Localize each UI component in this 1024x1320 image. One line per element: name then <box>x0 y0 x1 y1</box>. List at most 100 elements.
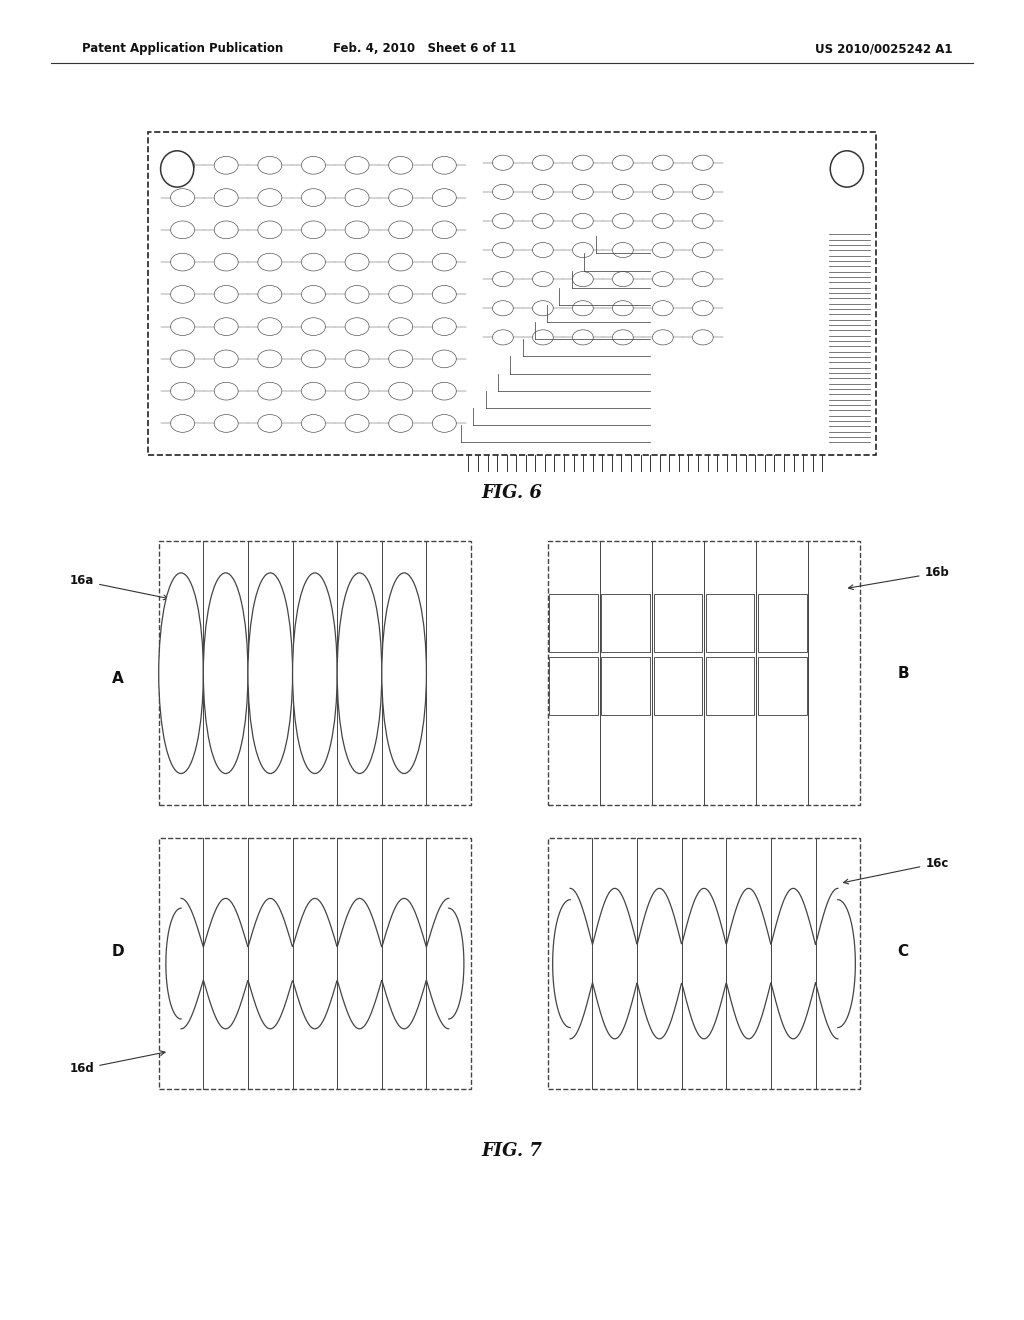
Ellipse shape <box>301 414 326 433</box>
Ellipse shape <box>258 285 282 304</box>
Ellipse shape <box>171 157 195 174</box>
Text: 16b: 16b <box>849 566 949 590</box>
Bar <box>550 594 598 652</box>
Ellipse shape <box>301 285 326 304</box>
Ellipse shape <box>572 330 593 345</box>
Ellipse shape <box>171 414 195 433</box>
Ellipse shape <box>493 156 513 170</box>
Ellipse shape <box>493 243 513 257</box>
Text: US 2010/0025242 A1: US 2010/0025242 A1 <box>815 42 952 55</box>
Ellipse shape <box>692 185 714 199</box>
Ellipse shape <box>432 220 457 239</box>
Ellipse shape <box>572 272 593 286</box>
Ellipse shape <box>432 350 457 368</box>
Ellipse shape <box>692 330 714 345</box>
Ellipse shape <box>258 253 282 271</box>
Text: Patent Application Publication: Patent Application Publication <box>82 42 284 55</box>
Ellipse shape <box>572 156 593 170</box>
Bar <box>601 594 650 652</box>
Ellipse shape <box>532 301 553 315</box>
Ellipse shape <box>652 156 673 170</box>
Ellipse shape <box>652 272 673 286</box>
Ellipse shape <box>345 414 369 433</box>
Ellipse shape <box>345 220 369 239</box>
Ellipse shape <box>612 214 633 228</box>
Bar <box>159 541 471 805</box>
Ellipse shape <box>612 301 633 315</box>
Ellipse shape <box>171 383 195 400</box>
Ellipse shape <box>612 330 633 345</box>
Ellipse shape <box>214 414 239 433</box>
Ellipse shape <box>389 220 413 239</box>
Ellipse shape <box>493 330 513 345</box>
Ellipse shape <box>493 214 513 228</box>
Ellipse shape <box>301 383 326 400</box>
Ellipse shape <box>493 301 513 315</box>
Ellipse shape <box>652 301 673 315</box>
Ellipse shape <box>692 301 714 315</box>
Ellipse shape <box>345 189 369 206</box>
Ellipse shape <box>432 157 457 174</box>
Text: Feb. 4, 2010   Sheet 6 of 11: Feb. 4, 2010 Sheet 6 of 11 <box>334 42 516 55</box>
Ellipse shape <box>161 150 194 187</box>
Ellipse shape <box>389 285 413 304</box>
Text: A: A <box>112 671 124 686</box>
Ellipse shape <box>301 157 326 174</box>
Ellipse shape <box>432 253 457 271</box>
Text: D: D <box>112 944 124 958</box>
Ellipse shape <box>258 318 282 335</box>
Ellipse shape <box>532 330 553 345</box>
Ellipse shape <box>258 220 282 239</box>
Ellipse shape <box>432 318 457 335</box>
Ellipse shape <box>382 573 426 774</box>
Ellipse shape <box>532 243 553 257</box>
Ellipse shape <box>301 220 326 239</box>
Ellipse shape <box>171 318 195 335</box>
Ellipse shape <box>652 185 673 199</box>
Text: B: B <box>897 665 909 681</box>
Ellipse shape <box>432 414 457 433</box>
Ellipse shape <box>612 185 633 199</box>
Ellipse shape <box>389 350 413 368</box>
Bar <box>601 657 650 715</box>
Ellipse shape <box>652 243 673 257</box>
Ellipse shape <box>301 189 326 206</box>
Text: 16c: 16c <box>844 857 948 884</box>
Ellipse shape <box>171 189 195 206</box>
Ellipse shape <box>572 214 593 228</box>
Bar <box>550 657 598 715</box>
Ellipse shape <box>214 157 239 174</box>
Bar <box>148 132 876 455</box>
Ellipse shape <box>214 383 239 400</box>
Bar <box>653 657 702 715</box>
Ellipse shape <box>214 350 239 368</box>
Bar <box>758 657 807 715</box>
Ellipse shape <box>612 243 633 257</box>
Ellipse shape <box>692 243 714 257</box>
Ellipse shape <box>214 318 239 335</box>
Ellipse shape <box>171 350 195 368</box>
Ellipse shape <box>692 272 714 286</box>
Ellipse shape <box>830 150 863 187</box>
Ellipse shape <box>692 156 714 170</box>
Bar <box>706 657 755 715</box>
Ellipse shape <box>432 383 457 400</box>
Ellipse shape <box>572 301 593 315</box>
Bar <box>548 838 860 1089</box>
Ellipse shape <box>389 318 413 335</box>
Ellipse shape <box>389 189 413 206</box>
Ellipse shape <box>345 383 369 400</box>
Ellipse shape <box>214 189 239 206</box>
Ellipse shape <box>214 253 239 271</box>
Ellipse shape <box>337 573 382 774</box>
Ellipse shape <box>612 156 633 170</box>
Ellipse shape <box>171 253 195 271</box>
Text: 16d: 16d <box>70 1051 165 1076</box>
Ellipse shape <box>345 253 369 271</box>
Ellipse shape <box>532 185 553 199</box>
Ellipse shape <box>532 214 553 228</box>
Ellipse shape <box>258 383 282 400</box>
Bar <box>653 594 702 652</box>
Ellipse shape <box>345 350 369 368</box>
Ellipse shape <box>345 318 369 335</box>
